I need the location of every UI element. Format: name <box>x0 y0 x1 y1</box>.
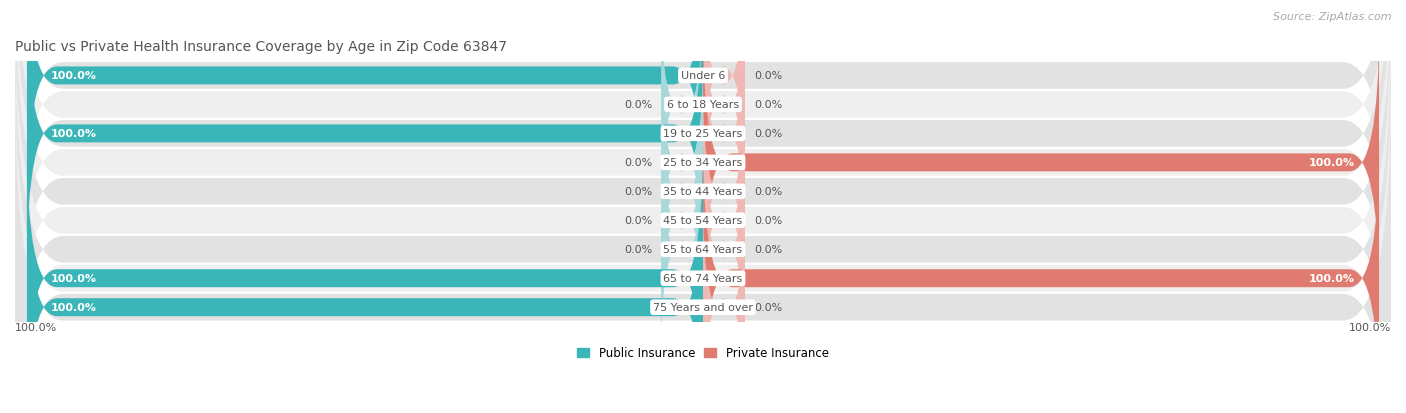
Text: 19 to 25 Years: 19 to 25 Years <box>664 129 742 139</box>
Legend: Public Insurance, Private Insurance: Public Insurance, Private Insurance <box>574 343 832 363</box>
FancyBboxPatch shape <box>27 143 703 413</box>
Text: 0.0%: 0.0% <box>754 302 782 313</box>
Text: 35 to 44 Years: 35 to 44 Years <box>664 187 742 197</box>
FancyBboxPatch shape <box>15 0 1391 410</box>
Text: 100.0%: 100.0% <box>15 323 58 332</box>
FancyBboxPatch shape <box>703 85 745 299</box>
FancyBboxPatch shape <box>661 56 703 270</box>
FancyBboxPatch shape <box>15 90 1391 413</box>
FancyBboxPatch shape <box>15 0 1391 294</box>
FancyBboxPatch shape <box>27 0 703 270</box>
Text: 100.0%: 100.0% <box>51 273 97 284</box>
FancyBboxPatch shape <box>703 0 745 212</box>
FancyBboxPatch shape <box>703 201 745 413</box>
Text: 0.0%: 0.0% <box>754 244 782 255</box>
Text: 0.0%: 0.0% <box>754 216 782 226</box>
Text: 100.0%: 100.0% <box>51 129 97 139</box>
Text: 0.0%: 0.0% <box>624 187 652 197</box>
Text: 100.0%: 100.0% <box>1309 158 1355 168</box>
Text: 6 to 18 Years: 6 to 18 Years <box>666 100 740 110</box>
Text: 55 to 64 Years: 55 to 64 Years <box>664 244 742 255</box>
FancyBboxPatch shape <box>27 172 703 413</box>
Text: 0.0%: 0.0% <box>754 71 782 81</box>
FancyBboxPatch shape <box>703 0 745 183</box>
Text: 0.0%: 0.0% <box>754 187 782 197</box>
FancyBboxPatch shape <box>661 85 703 299</box>
FancyBboxPatch shape <box>15 0 1391 323</box>
Text: Source: ZipAtlas.com: Source: ZipAtlas.com <box>1274 12 1392 22</box>
FancyBboxPatch shape <box>703 143 745 356</box>
FancyBboxPatch shape <box>15 0 1391 352</box>
Text: 25 to 34 Years: 25 to 34 Years <box>664 158 742 168</box>
Text: 0.0%: 0.0% <box>624 216 652 226</box>
Text: 100.0%: 100.0% <box>1309 273 1355 284</box>
FancyBboxPatch shape <box>15 32 1391 413</box>
FancyBboxPatch shape <box>703 27 745 241</box>
Text: 75 Years and over: 75 Years and over <box>652 302 754 313</box>
Text: 65 to 74 Years: 65 to 74 Years <box>664 273 742 284</box>
FancyBboxPatch shape <box>661 143 703 356</box>
FancyBboxPatch shape <box>661 0 703 212</box>
Text: 0.0%: 0.0% <box>624 244 652 255</box>
FancyBboxPatch shape <box>15 61 1391 413</box>
FancyBboxPatch shape <box>27 0 703 212</box>
FancyBboxPatch shape <box>15 0 1391 381</box>
Text: 100.0%: 100.0% <box>1348 323 1391 332</box>
Text: 0.0%: 0.0% <box>754 129 782 139</box>
Text: 100.0%: 100.0% <box>51 302 97 313</box>
FancyBboxPatch shape <box>703 143 1379 413</box>
FancyBboxPatch shape <box>661 114 703 328</box>
Text: Public vs Private Health Insurance Coverage by Age in Zip Code 63847: Public vs Private Health Insurance Cover… <box>15 40 508 54</box>
Text: 100.0%: 100.0% <box>51 71 97 81</box>
FancyBboxPatch shape <box>703 27 1379 299</box>
FancyBboxPatch shape <box>703 114 745 328</box>
Text: 45 to 54 Years: 45 to 54 Years <box>664 216 742 226</box>
Text: 0.0%: 0.0% <box>624 100 652 110</box>
Text: 0.0%: 0.0% <box>624 158 652 168</box>
Text: 0.0%: 0.0% <box>754 100 782 110</box>
Text: Under 6: Under 6 <box>681 71 725 81</box>
FancyBboxPatch shape <box>15 3 1391 413</box>
